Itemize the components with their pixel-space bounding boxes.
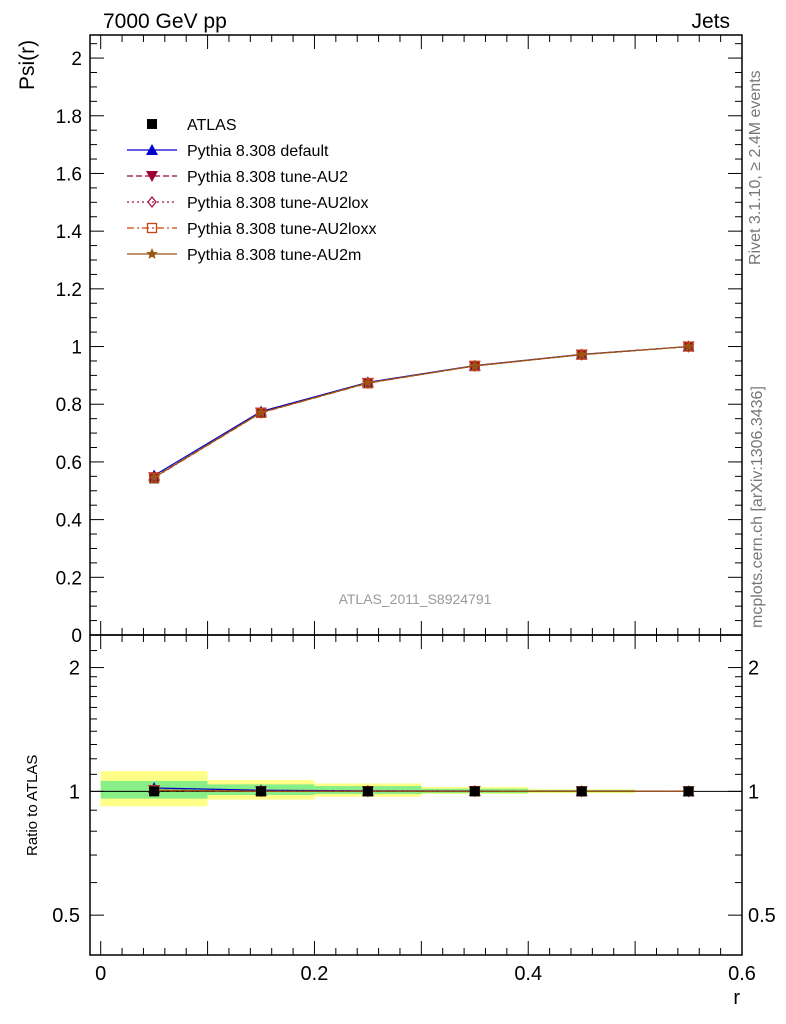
ratio-y-tick-label: 1	[69, 781, 80, 803]
ratio-reference-point	[683, 786, 694, 797]
legend-label: Pythia 8.308 tune-AU2m	[187, 247, 361, 264]
main-y-tick-label: 1.6	[56, 164, 82, 185]
x-axis-label: r	[733, 987, 740, 1009]
main-data-point	[682, 340, 695, 352]
main-y-tick-label: 0.4	[56, 511, 83, 532]
main-y-axis-label: Psi(r)	[16, 40, 39, 90]
x-tick-label: 0.4	[514, 963, 542, 985]
ratio-reference-point	[256, 786, 267, 797]
legend-label: Pythia 8.308 tune-AU2loxx	[187, 221, 376, 238]
rivet-version-label: Rivet 3.1.10, ≥ 2.4M events	[747, 70, 764, 265]
ratio-series-line	[154, 789, 689, 792]
header-right-label: Jets	[691, 10, 730, 33]
ratio-y-axis-label: Ratio to ATLAS	[24, 755, 41, 856]
legend: ATLAS Pythia 8.308 default Pythia 8.308 tu…	[127, 117, 376, 264]
ratio-reference-point	[362, 786, 373, 797]
mcplots-label: mcplots.cern.ch [arXiv:1306.3436]	[749, 386, 766, 628]
x-tick-label: 0	[95, 963, 106, 985]
main-y-tick-label: 0.6	[56, 453, 82, 474]
legend-label: Pythia 8.308 default	[187, 143, 329, 160]
ratio-reference-point	[149, 786, 160, 797]
legend-label: Pythia 8.308 tune-AU2	[187, 169, 348, 186]
ratio-reference-point	[576, 786, 587, 797]
main-data-point	[148, 471, 160, 483]
legend-marker	[147, 195, 157, 209]
analysis-watermark: ATLAS_2011_S8924791	[339, 591, 492, 607]
legend-marker	[146, 248, 158, 259]
main-series-line	[153, 345, 689, 479]
main-y-tick-label: 1.8	[56, 107, 82, 128]
ratio-y-tick-label-right: 1	[748, 781, 759, 803]
main-data-point	[255, 406, 267, 418]
ratio-y-tick-label-right: 0.5	[748, 905, 776, 927]
main-panel-axes: 0 0.2 0.4 0.6 0.8 1 1.2 1.4 1.6 1.8 2	[56, 34, 743, 647]
main-y-tick-label: 1.4	[56, 222, 83, 243]
legend-marker	[146, 222, 158, 234]
legend-marker	[147, 119, 157, 129]
main-data-point	[469, 359, 481, 371]
ratio-panel-series	[148, 781, 695, 798]
x-tick-label: 0.2	[301, 963, 329, 985]
main-y-tick-label: 0	[71, 626, 82, 647]
main-series-line	[153, 345, 689, 478]
main-y-tick-label: 0.2	[56, 568, 82, 589]
legend-marker	[146, 171, 158, 182]
main-series-line	[153, 345, 689, 479]
ratio-reference-point	[469, 786, 480, 797]
ratio-y-tick-label: 2	[69, 658, 80, 680]
ratio-y-tick-label-right: 2	[748, 658, 759, 680]
header-left-label: 7000 GeV pp	[103, 10, 227, 33]
main-data-point	[362, 376, 374, 388]
x-tick-label: 0.6	[728, 963, 756, 985]
ratio-panel-axes: 0 0.2 0.4 0.6 0.5 0.5 1 1 2 2	[52, 634, 776, 985]
legend-marker	[146, 144, 158, 155]
legend-label: ATLAS	[187, 117, 237, 134]
main-y-tick-label: 2	[71, 49, 82, 70]
main-series-line	[153, 345, 689, 479]
main-data-point	[575, 348, 588, 360]
main-panel-series	[148, 340, 695, 484]
main-y-tick-label: 1.2	[56, 280, 82, 301]
main-y-tick-label: 0.8	[56, 395, 82, 416]
legend-label: Pythia 8.308 tune-AU2lox	[187, 195, 368, 212]
main-series-line	[153, 345, 689, 476]
ratio-y-tick-label: 0.5	[52, 905, 80, 927]
ratio-plot-frame	[89, 634, 743, 956]
main-y-tick-label: 1	[71, 338, 82, 359]
